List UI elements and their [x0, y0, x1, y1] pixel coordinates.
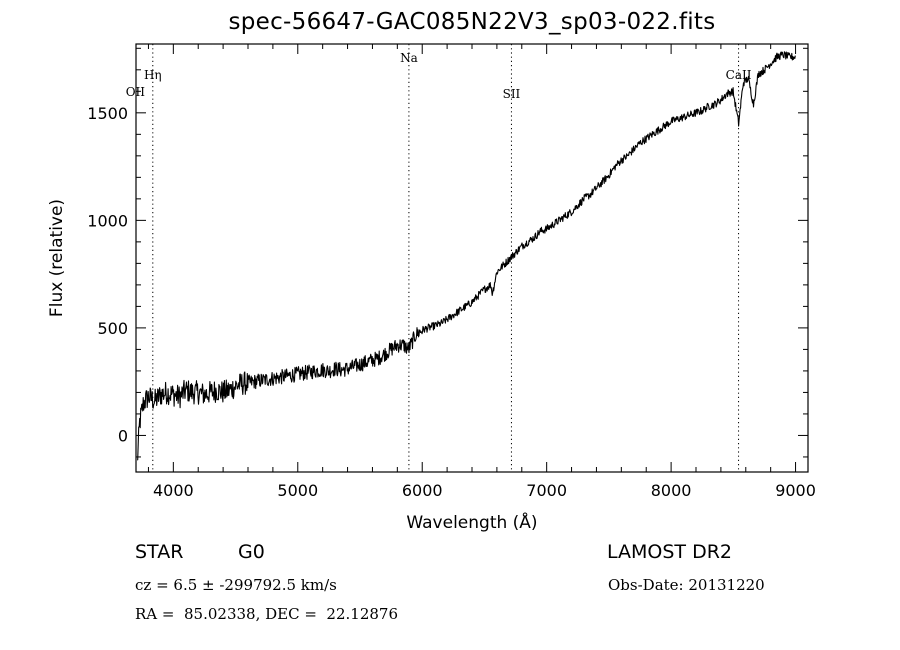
plot-frame — [135, 43, 809, 473]
survey-name: LAMOST DR2 — [607, 541, 732, 563]
chart-title: spec-56647-GAC085N22V3_sp03-022.fits — [228, 9, 716, 35]
x-tick-label: 6000 — [402, 481, 443, 500]
obs-date: Obs-Date: 20131220 — [608, 576, 765, 594]
redshift-readout: cz = 6.5 ± -299792.5 km/s — [135, 576, 337, 594]
x-tick-label: 9000 — [775, 481, 816, 500]
x-tick-label: 7000 — [526, 481, 567, 500]
line-labels: Hη OII Na SII CaII — [126, 51, 752, 101]
line-label: CaII — [726, 68, 752, 82]
x-axis-label: Wavelength (Å) — [406, 511, 537, 533]
tick-labels: 4000 5000 6000 7000 8000 9000 0 500 1000 1500 — [87, 104, 816, 500]
line-label: OII — [126, 85, 146, 99]
y-tick-label: 1000 — [87, 211, 128, 230]
emission-line-markers — [152, 44, 740, 472]
coordinates-readout: RA = 85.02338, DEC = 22.12876 — [135, 605, 399, 623]
axis-ticks — [136, 44, 808, 472]
y-tick-label: 1500 — [87, 104, 128, 123]
x-tick-label: 8000 — [651, 481, 692, 500]
object-subclass: G0 — [238, 541, 265, 563]
x-tick-label: 4000 — [153, 481, 194, 500]
y-tick-label: 500 — [97, 319, 128, 338]
line-label: Na — [400, 51, 418, 65]
object-class: STAR — [135, 541, 184, 563]
y-tick-label: 0 — [118, 426, 128, 445]
spectrum-line — [137, 51, 796, 461]
y-axis-label: Flux (relative) — [47, 199, 67, 317]
line-label: SII — [503, 87, 521, 101]
line-label: Hη — [144, 68, 162, 82]
x-tick-label: 5000 — [277, 481, 318, 500]
